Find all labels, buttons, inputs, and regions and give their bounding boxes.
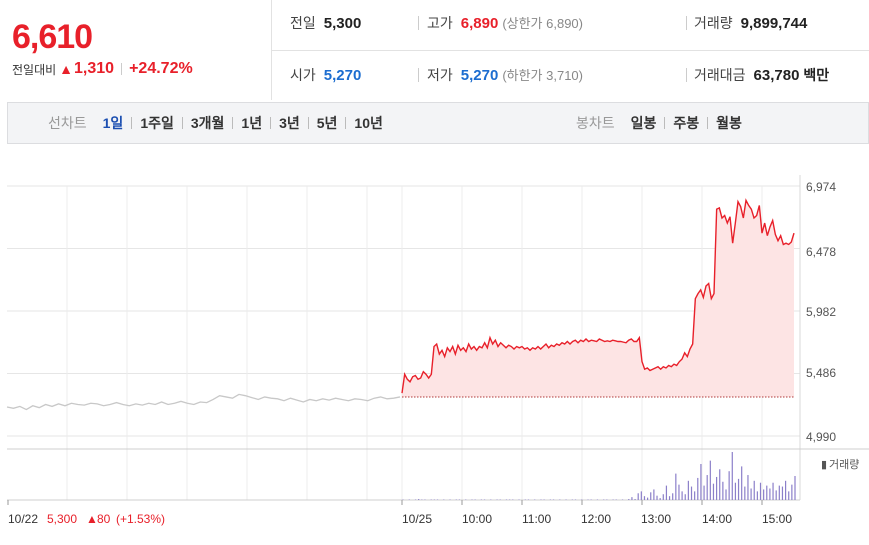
x-tick-label: 12:00 [581, 512, 611, 526]
chart-period-tabbar: 선차트 1일 1주일 3개월 1년 3년 5년 10년 봉차트 일봉 주봉 월봉 [7, 102, 869, 144]
tab-3m[interactable]: 3개월 [190, 115, 225, 131]
y-tick-label: 4,990 [806, 430, 836, 444]
y-tick-label: 5,982 [806, 305, 836, 319]
low-stat: 저가 5,270 (하한가 3,710) [427, 65, 583, 85]
prev-close-stat: 전일 5,300 [290, 13, 361, 33]
line-chart-tabs: 선차트 1일 1주일 3개월 1년 3년 5년 10년 [48, 103, 385, 143]
lower-limit: (하한가 3,710) [502, 68, 583, 83]
divider [121, 63, 123, 75]
prev-day-line [6, 393, 401, 411]
tab-1w[interactable]: 1주일 [140, 115, 174, 131]
change-row: 전일대비 ▲ 1,310 +24.72% [12, 60, 193, 78]
tab-weekly-candle[interactable]: 주봉 [673, 115, 700, 131]
divider [707, 117, 709, 129]
y-tick-label: 5,486 [806, 366, 836, 380]
volume-label: 거래량 [694, 15, 733, 31]
tab-5y[interactable]: 5년 [316, 115, 338, 131]
prev-close-label: 전일 [290, 15, 316, 31]
divider [664, 117, 666, 129]
up-arrow-icon: ▲ [59, 61, 74, 77]
price-area [402, 200, 794, 397]
tab-1y[interactable]: 1년 [241, 115, 263, 131]
y-axis-labels: 6,974 6,478 5,982 5,486 4,990 [806, 180, 836, 444]
tab-10y[interactable]: 10년 [354, 115, 383, 131]
divider [307, 117, 309, 129]
change-label: 전일대비 [12, 62, 57, 77]
prev-day-pct: (+1.53%) [116, 512, 165, 526]
prev-close-value: 5,300 [323, 15, 362, 32]
prev-day-arrow-icon: ▲ [86, 512, 98, 526]
x-tick-label: 15:00 [762, 512, 792, 526]
divider [181, 117, 183, 129]
y-tick-label: 6,974 [806, 180, 836, 194]
low-label: 저가 [427, 67, 453, 83]
divider [131, 117, 133, 129]
change-percent: +24.72% [129, 60, 193, 77]
tab-daily-candle[interactable]: 일봉 [630, 115, 657, 131]
tab-3y[interactable]: 3년 [279, 115, 300, 131]
amount-label: 거래대금 [694, 67, 746, 83]
candle-chart-title: 봉차트 [576, 115, 615, 131]
prev-day-label: 10/22 [8, 512, 38, 526]
x-axis-labels: 10/22 5,300 ▲ 80 (+1.53%) 10/25 10:00 11… [8, 512, 792, 526]
candle-chart-tabs: 봉차트 일봉 주봉 월봉 [576, 103, 744, 143]
quote-header: 6,610 전일대비 ▲ 1,310 +24.72% 전일 5,300 고가 6… [0, 0, 869, 100]
x-tick-label: 11:00 [522, 512, 551, 526]
divider [345, 117, 347, 129]
divider [686, 68, 687, 82]
divider [418, 16, 419, 30]
tab-monthly-candle[interactable]: 월봉 [716, 115, 742, 131]
amount-value: 63,780 [753, 67, 800, 84]
x-tick-label: 14:00 [702, 512, 732, 526]
volume-stat: 거래량 9,899,744 [694, 13, 807, 33]
x-tick-label: 13:00 [641, 512, 671, 526]
volume-bars [402, 452, 796, 500]
volume-legend: 거래량 [829, 458, 859, 471]
prev-day-close: 5,300 [47, 512, 77, 526]
high-label: 고가 [427, 15, 453, 31]
amount-stat: 거래대금 63,780 백만 [694, 65, 829, 85]
x-tick-label: 10/25 [402, 512, 432, 526]
volume-value: 9,899,744 [740, 15, 808, 32]
price-series [6, 198, 795, 411]
prev-day-change: 80 [97, 512, 111, 526]
divider [270, 117, 272, 129]
open-stat: 시가 5,270 [290, 65, 361, 85]
amount-unit: 백만 [803, 67, 830, 83]
y-tick-label: 6,478 [806, 245, 836, 259]
low-value: 5,270 [460, 67, 499, 84]
tab-1d[interactable]: 1일 [102, 115, 124, 131]
open-label: 시가 [290, 67, 316, 83]
divider [271, 50, 869, 51]
current-price: 6,610 [12, 18, 93, 56]
divider [232, 117, 234, 129]
price-line [401, 198, 795, 394]
high-stat: 고가 6,890 (상한가 6,890) [427, 13, 583, 33]
x-tick-label: 10:00 [462, 512, 492, 526]
divider [418, 68, 419, 82]
line-chart-title: 선차트 [48, 115, 87, 131]
chart-grid [7, 175, 869, 505]
open-value: 5,270 [323, 67, 362, 84]
high-value: 6,890 [460, 15, 499, 32]
volume-legend-marker: ▮ [821, 459, 827, 471]
change-value: 1,310 [74, 60, 115, 77]
upper-limit: (상한가 6,890) [502, 16, 583, 31]
divider [686, 16, 687, 30]
